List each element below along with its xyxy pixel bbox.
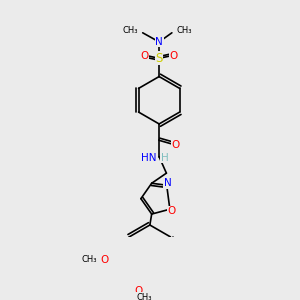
- Text: CH₃: CH₃: [82, 255, 98, 264]
- Text: O: O: [140, 51, 149, 61]
- Text: N: N: [164, 178, 172, 188]
- Text: CH₃: CH₃: [136, 292, 152, 300]
- Text: HN: HN: [141, 153, 156, 163]
- Text: S: S: [155, 52, 163, 65]
- Text: O: O: [135, 286, 143, 296]
- Text: CH₃: CH₃: [123, 26, 138, 34]
- Text: CH₃: CH₃: [176, 26, 192, 34]
- Text: H: H: [161, 153, 169, 163]
- Text: O: O: [171, 140, 180, 150]
- Text: O: O: [169, 51, 178, 61]
- Text: O: O: [100, 255, 109, 265]
- Text: O: O: [168, 206, 176, 216]
- Text: N: N: [155, 37, 163, 47]
